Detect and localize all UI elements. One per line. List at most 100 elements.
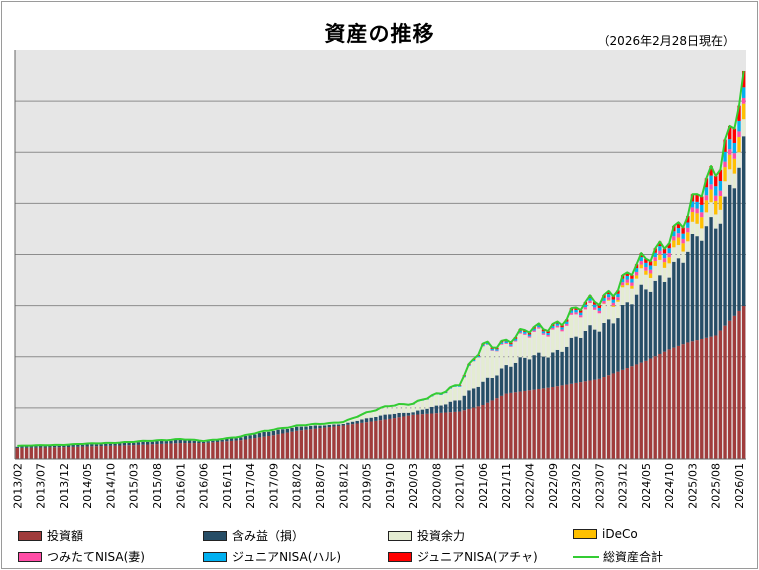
bar-surplus [653,265,657,281]
bar-gain [425,408,429,414]
bar-invest [318,428,322,459]
bar-surplus [509,346,513,367]
bar-tsumitate [518,332,522,334]
bar-invest [527,390,532,459]
bar-gain [197,441,201,444]
legend-label: ジュニアNISA(アチャ) [417,550,538,564]
bar-surplus [662,267,667,282]
bar-invest [118,445,122,459]
bar-invest [611,373,615,459]
bar-tsumitate [681,238,685,244]
legend-item-junior_acha: ジュニアNISA(アチャ) [388,548,538,565]
bar-surplus [690,221,695,234]
bar-invest [290,431,294,459]
legend-item-tsumitate: つみたてNISA(妻) [18,548,145,565]
bar-tsumitate [551,327,555,330]
bar-invest [434,413,439,459]
bar-gain [15,446,19,448]
bar-gain [192,440,196,444]
bar-tsumitate [606,297,611,300]
bar-tsumitate [565,323,569,326]
bar-surplus [611,306,615,324]
bar-invest [602,377,606,459]
bar-invest [99,446,103,459]
bar-invest [127,445,131,459]
bar-gain [411,412,415,415]
bar-invest [374,420,378,459]
bar-tsumitate [611,302,615,306]
bar-invest [593,379,597,459]
bar-surplus [453,386,457,401]
bar-invest [723,325,727,459]
bar-invest [448,412,453,459]
bar-invest [569,383,574,459]
bar-junior_acha [606,290,611,295]
bar-invest [509,392,513,459]
bar-junior_acha [667,243,671,249]
bar-junior_haru [742,87,746,98]
bar-junior_haru [509,344,513,346]
bar-tsumitate [630,282,634,286]
bar-gain [94,444,99,447]
bar-ideco [672,240,676,248]
bar-gain [499,368,504,396]
bar-junior_haru [532,328,536,331]
bar-junior_haru [490,348,494,351]
bar-gain [201,441,206,444]
bar-invest [742,306,746,459]
bar-junior_haru [551,325,555,328]
bar-gain [588,325,592,381]
bar-invest [132,445,136,459]
x-tick-label: 2024/10 [663,463,676,509]
bar-gain [267,431,271,436]
bar-ideco [658,254,662,260]
bar-invest [625,368,629,459]
bar-gain [322,425,327,428]
bar-junior_haru [495,349,499,351]
bar-gain [118,443,122,446]
bar-surplus [369,411,373,418]
bar-invest [653,356,657,459]
bar-invest [457,411,462,459]
bar-tsumitate [537,327,541,329]
bar-junior_haru [667,248,671,254]
bar-invest [406,415,411,459]
legend-swatch [573,555,599,558]
bar-junior_haru [630,278,634,283]
bar-invest [714,335,718,459]
bar-tsumitate [504,343,508,344]
bar-junior_acha [597,305,602,308]
bar-tsumitate [588,300,592,304]
bar-junior_haru [732,142,737,154]
bar-gain [518,357,522,392]
bar-surplus [625,285,629,303]
bar-tsumitate [634,271,639,276]
x-tick-label: 2020/08 [430,463,443,509]
bar-invest [718,330,723,459]
bar-junior_acha [728,125,732,140]
bar-surplus [518,333,522,358]
bar-junior_acha [737,105,741,121]
bar-gain [108,443,113,446]
legend-item-ideco: iDeCo [573,527,638,541]
bar-surplus [485,344,490,378]
bar-surplus [672,247,676,262]
bar-surplus [420,400,425,410]
bar-surplus [355,417,359,421]
bar-surplus [630,288,634,305]
bar-surplus [388,406,392,415]
bar-gain [495,375,499,399]
bar-invest [285,432,290,459]
bar-gain [634,294,639,365]
bar-gain [127,442,131,446]
bar-invest [197,443,201,459]
bar-invest [620,369,625,459]
bar-junior_acha [742,70,746,88]
bar-ideco [681,243,685,252]
legend-label: 投資額 [47,529,84,543]
bar-invest [239,440,243,459]
bar-junior_haru [565,321,569,324]
bar-gain [513,362,518,393]
bar-gain [262,431,266,437]
bar-invest [276,434,280,459]
